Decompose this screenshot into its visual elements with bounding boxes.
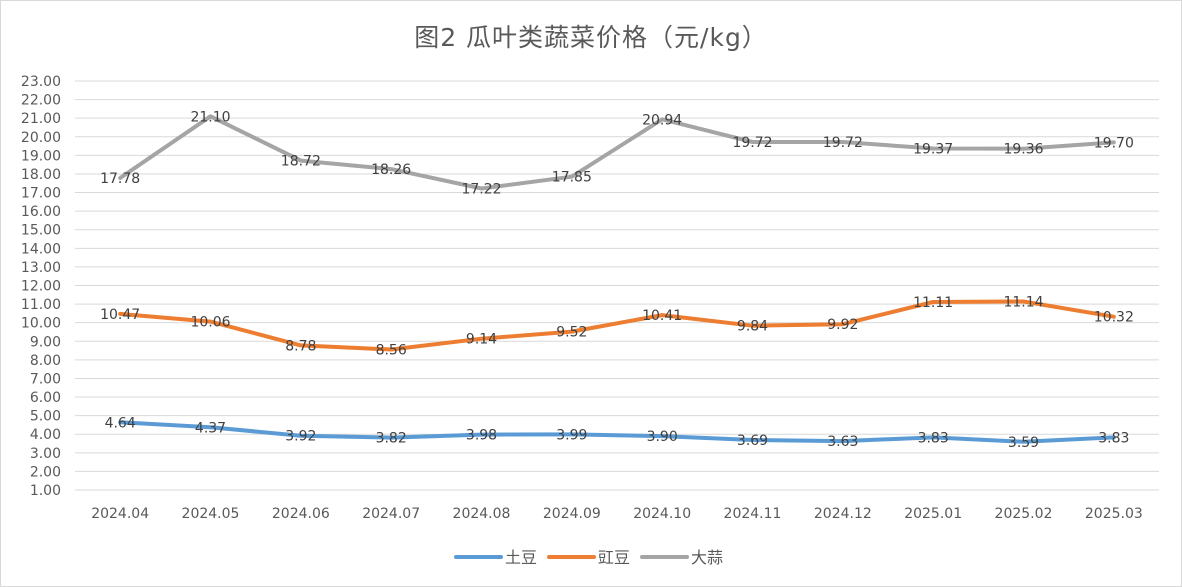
data-label: 18.72 <box>281 154 321 170</box>
y-tick-label: 7.00 <box>30 371 61 387</box>
legend-label: 豇豆 <box>598 548 630 567</box>
data-label: 4.37 <box>195 420 226 436</box>
y-tick-label: 22.00 <box>21 93 61 109</box>
series-line <box>118 299 1116 352</box>
y-tick-label: 12.00 <box>21 279 61 295</box>
x-tick-label: 2024.08 <box>453 506 511 522</box>
y-tick-label: 5.00 <box>30 409 61 425</box>
x-tick-label: 2024.07 <box>362 506 420 522</box>
data-label: 8.78 <box>285 338 316 354</box>
data-label: 3.83 <box>918 430 949 446</box>
data-label: 9.92 <box>827 317 858 333</box>
y-tick-label: 8.00 <box>30 353 61 369</box>
data-label: 17.22 <box>461 181 501 197</box>
data-label: 19.37 <box>913 141 953 157</box>
data-label: 11.11 <box>913 295 953 311</box>
y-axis-ticks: 1.00 2.00 3.00 4.00 5.00 6.00 7.00 8.00 9.00 10.0… <box>21 74 61 499</box>
data-labels: 4.64 4.37 3.92 3.82 3.98 3.99 3.90 3.69 3.63 3.83… <box>100 109 1134 451</box>
x-tick-label: 2024.11 <box>724 506 782 522</box>
x-tick-label: 2024.09 <box>543 506 601 522</box>
data-label: 9.84 <box>737 319 768 335</box>
data-label: 19.36 <box>1003 142 1043 158</box>
data-label: 19.72 <box>732 135 772 151</box>
y-tick-label: 10.00 <box>21 316 61 332</box>
data-label: 18.26 <box>371 162 411 178</box>
x-tick-label: 2024.05 <box>182 506 240 522</box>
legend-label: 大蒜 <box>691 548 723 567</box>
data-label: 10.47 <box>100 307 140 323</box>
series-lines <box>118 114 1116 444</box>
data-label: 9.14 <box>466 332 497 348</box>
y-tick-label: 23.00 <box>21 74 61 90</box>
y-tick-label: 1.00 <box>30 483 61 499</box>
y-tick-label: 13.00 <box>21 260 61 276</box>
y-tick-label: 17.00 <box>21 186 61 202</box>
x-tick-label: 2024.04 <box>91 506 149 522</box>
y-tick-label: 14.00 <box>21 241 61 257</box>
chart-title: 图2 瓜叶类蔬菜价格（元/kg） <box>414 23 768 52</box>
y-tick-label: 2.00 <box>30 464 61 480</box>
x-tick-label: 2025.02 <box>995 506 1053 522</box>
data-label: 3.59 <box>1008 435 1039 451</box>
y-tick-label: 21.00 <box>21 111 61 127</box>
y-tick-label: 20.00 <box>21 130 61 146</box>
data-label: 21.10 <box>190 109 230 125</box>
y-tick-label: 19.00 <box>21 148 61 164</box>
data-label: 10.32 <box>1094 310 1134 326</box>
legend-label: 土豆 <box>505 548 537 567</box>
data-label: 3.63 <box>827 434 858 450</box>
x-tick-label: 2025.01 <box>904 506 962 522</box>
data-label: 3.69 <box>737 433 768 449</box>
data-label: 4.64 <box>105 415 136 431</box>
legend: 土豆 豇豆 大蒜 <box>454 548 723 567</box>
x-tick-label: 2025.03 <box>1085 506 1143 522</box>
x-tick-label: 2024.06 <box>272 506 330 522</box>
y-tick-label: 4.00 <box>30 427 61 443</box>
data-label: 9.52 <box>556 325 587 341</box>
data-label: 3.99 <box>556 427 587 443</box>
y-tick-label: 16.00 <box>21 204 61 220</box>
y-tick-label: 9.00 <box>30 334 61 350</box>
data-label: 17.85 <box>552 170 592 186</box>
x-tick-label: 2024.10 <box>633 506 691 522</box>
data-label: 10.06 <box>190 315 230 331</box>
x-axis-ticks: 2024.04 2024.05 2024.06 2024.07 2024.08 2024.… <box>91 506 1143 522</box>
data-label: 11.14 <box>1003 294 1043 310</box>
data-label: 20.94 <box>642 112 682 128</box>
y-tick-label: 11.00 <box>21 297 61 313</box>
data-label: 3.83 <box>1098 430 1129 446</box>
y-tick-label: 3.00 <box>30 446 61 462</box>
data-label: 3.90 <box>647 429 678 445</box>
series-line <box>118 114 1116 191</box>
data-label: 10.41 <box>642 308 682 324</box>
y-tick-label: 6.00 <box>30 390 61 406</box>
y-tick-label: 15.00 <box>21 223 61 239</box>
series-line <box>118 420 1116 444</box>
data-label: 19.70 <box>1094 135 1134 151</box>
y-tick-label: 18.00 <box>21 167 61 183</box>
data-label: 3.82 <box>376 431 407 447</box>
data-label: 3.92 <box>285 429 316 445</box>
data-label: 19.72 <box>823 135 863 151</box>
data-label: 17.78 <box>100 171 140 187</box>
data-label: 8.56 <box>376 342 407 358</box>
data-label: 3.98 <box>466 428 497 444</box>
x-tick-label: 2024.12 <box>814 506 872 522</box>
